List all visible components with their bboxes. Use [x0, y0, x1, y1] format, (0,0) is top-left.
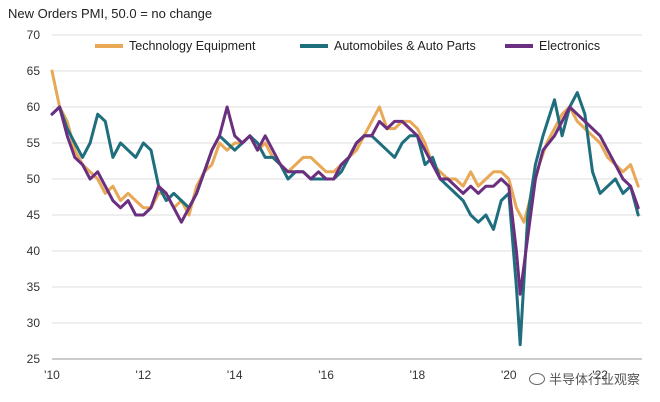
watermark: 半导体行业观察	[528, 369, 640, 388]
y-tick-label: 35	[27, 280, 41, 294]
wechat-icon	[528, 373, 545, 385]
y-tick-label: 60	[27, 100, 41, 114]
x-tick-label: '20	[501, 368, 517, 382]
legend-label: Automobiles & Auto Parts	[334, 39, 476, 53]
x-tick-label: '14	[227, 368, 243, 382]
y-tick-label: 30	[27, 316, 41, 330]
x-tick-label: '22	[592, 368, 608, 382]
watermark-text: 半导体行业观察	[548, 372, 640, 387]
y-tick-label: 25	[27, 352, 41, 366]
series-line-2	[50, 91, 640, 347]
y-tick-label: 45	[27, 208, 41, 222]
legend-label: Electronics	[539, 39, 600, 53]
y-tick-label: 50	[27, 172, 41, 186]
x-tick-label: '18	[410, 368, 426, 382]
series-line-3	[50, 105, 640, 296]
y-tick-label: 40	[27, 244, 41, 258]
chart-title: New Orders PMI, 50.0 = no change	[8, 6, 213, 21]
x-tick-label: '10	[44, 368, 60, 382]
y-tick-label: 70	[27, 28, 41, 42]
y-tick-label: 65	[27, 64, 41, 78]
x-tick-label: '16	[318, 368, 334, 382]
legend-label: Technology Equipment	[129, 39, 256, 53]
y-tick-label: 55	[27, 136, 41, 150]
x-tick-label: '12	[136, 368, 152, 382]
